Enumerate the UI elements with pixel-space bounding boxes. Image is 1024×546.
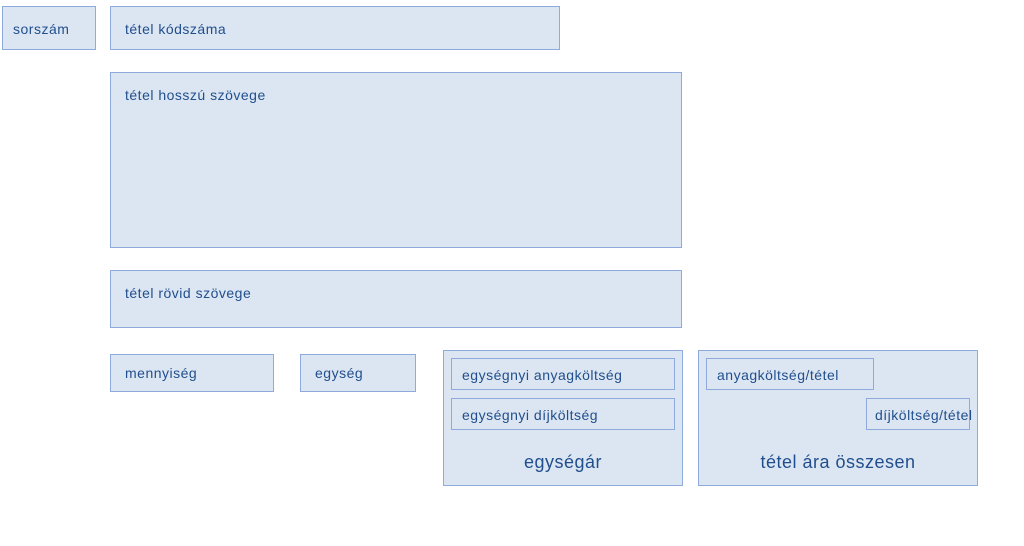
box-mennyiseg: mennyiség (110, 354, 274, 392)
box-unit-anyag: egységnyi anyagköltség (451, 358, 675, 390)
label-sorszam: sorszám (13, 21, 69, 37)
label-hosszu-szoveg: tétel hosszú szövege (125, 87, 266, 103)
box-kodszama: tétel kódszáma (110, 6, 560, 50)
label-mennyiseg: mennyiség (125, 365, 197, 381)
caption-egysegar: egységár (443, 452, 683, 473)
label-unit-dij: egységnyi díjköltség (462, 407, 598, 423)
box-sorszam: sorszám (2, 6, 96, 50)
label-kodszama: tétel kódszáma (125, 21, 226, 37)
label-total-anyag: anyagköltség/tétel (717, 367, 839, 383)
label-egyseg: egység (315, 365, 363, 381)
label-total-dij: díjköltség/tétel (875, 407, 973, 423)
box-hosszu-szoveg: tétel hosszú szövege (110, 72, 682, 248)
label-rovid-szoveg: tétel rövid szövege (125, 285, 251, 301)
box-unit-dij: egységnyi díjköltség (451, 398, 675, 430)
box-total-anyag: anyagköltség/tétel (706, 358, 874, 390)
diagram-stage: sorszám tétel kódszáma tétel hosszú szöv… (0, 0, 1024, 546)
label-unit-anyag: egységnyi anyagköltség (462, 367, 622, 383)
box-rovid-szoveg: tétel rövid szövege (110, 270, 682, 328)
box-total-dij: díjköltség/tétel (866, 398, 970, 430)
box-egyseg: egység (300, 354, 416, 392)
caption-tetelara: tétel ára összesen (698, 452, 978, 473)
